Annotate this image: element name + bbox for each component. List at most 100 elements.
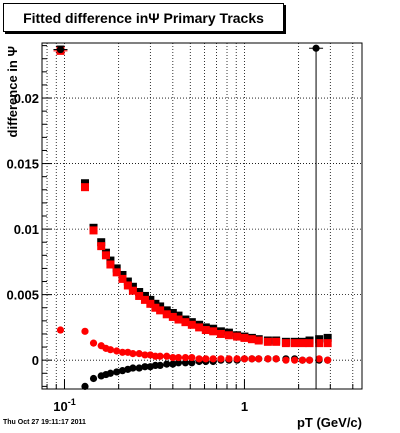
data-point-circle (135, 364, 143, 372)
x-tick-label: 10-1 (53, 397, 75, 414)
data-point-square (254, 336, 263, 345)
data-point-circle (209, 355, 217, 363)
data-point-circle (255, 355, 263, 363)
title-box: Fitted difference inΨ Primary Tracks (3, 3, 284, 32)
data-point-circle (305, 356, 314, 364)
grid-lines (42, 43, 362, 389)
data-point-circle (106, 369, 115, 377)
data-point-square (195, 323, 204, 332)
data-point-square (146, 299, 155, 308)
datestamp: Thu Oct 27 19:11:17 2011 (3, 419, 86, 426)
data-point-circle (56, 326, 65, 334)
data-point-circle (135, 350, 143, 358)
data-point-circle (113, 368, 121, 376)
data-point-circle (188, 359, 196, 367)
data-point-circle (56, 45, 65, 54)
data-point-circle (163, 360, 171, 368)
data-point-circle (264, 355, 272, 363)
data-point-circle (324, 356, 332, 364)
data-point-circle (141, 351, 149, 359)
data-point-circle (106, 346, 115, 354)
data-marks (53, 44, 332, 390)
data-point-circle (315, 355, 323, 363)
data-point-square (290, 339, 299, 348)
data-point-square (240, 333, 249, 342)
data-point-circle (118, 367, 127, 375)
y-tick-label: 0.02 (14, 91, 39, 106)
data-point-circle (225, 355, 233, 363)
data-point-circle (89, 339, 98, 347)
data-point-circle (81, 382, 89, 390)
data-point-square (233, 332, 242, 341)
data-point-circle (118, 348, 127, 356)
data-point-circle (181, 359, 190, 367)
data-point-square (106, 260, 115, 269)
data-point-square (272, 337, 281, 346)
data-point-circle (89, 374, 98, 383)
data-point-square (162, 310, 171, 319)
data-point-square (112, 268, 121, 277)
x-axis-label: pT (GeV/c) (297, 415, 362, 430)
data-point-square (323, 339, 332, 348)
data-point-circle (217, 355, 225, 363)
data-point-square (201, 326, 210, 335)
data-point-circle (195, 355, 203, 363)
data-point-square (209, 327, 218, 336)
data-point-circle (181, 353, 190, 362)
plot-frame (41, 42, 363, 390)
data-point-square (323, 333, 332, 342)
data-point-square (97, 242, 106, 251)
data-point-circle (129, 364, 137, 372)
y-tick-label: 0.015 (6, 157, 39, 172)
data-point-square (181, 318, 190, 327)
data-point-circle (174, 353, 183, 362)
y-tick-label: 0 (32, 353, 39, 368)
data-point-square (80, 183, 89, 192)
data-point-circle (156, 352, 164, 360)
data-point-square (174, 315, 183, 324)
data-point-square (118, 274, 127, 283)
plot-title: Fitted difference inΨ Primary Tracks (23, 10, 264, 26)
data-point-circle (282, 356, 290, 364)
data-point-circle (248, 355, 256, 363)
data-point-square (281, 339, 290, 348)
data-point-circle (174, 359, 183, 367)
axis-ticks (42, 45, 354, 389)
data-point-square (128, 286, 137, 295)
data-point-square (156, 306, 165, 315)
data-point-circle (240, 355, 249, 363)
data-point-circle (291, 356, 299, 364)
data-point-circle (169, 360, 177, 368)
data-point-circle (202, 355, 210, 363)
data-point-square (187, 320, 196, 329)
data-point-circle (188, 353, 196, 362)
x-tick-label: 1 (241, 399, 248, 414)
data-point-square (135, 291, 144, 300)
data-point-square (101, 251, 110, 260)
data-point-circle (233, 355, 241, 363)
data-point-circle (163, 352, 171, 360)
data-point-circle (169, 353, 177, 362)
y-tick-label: 0.005 (6, 288, 39, 303)
data-point-square (263, 337, 272, 346)
data-point-square (89, 226, 98, 235)
data-point-square (140, 295, 149, 304)
data-point-square (298, 339, 307, 348)
data-point-square (216, 329, 225, 338)
data-point-circle (272, 355, 280, 363)
data-point-square (151, 303, 160, 312)
y-axis-label: difference in Ψ (5, 46, 20, 137)
data-point-circle (129, 350, 137, 358)
data-point-circle (113, 347, 121, 355)
data-point-circle (81, 327, 89, 335)
data-point-square (305, 339, 314, 348)
tick-labels: 0 0.005 0.01 0.015 0.02 10-1 1 (6, 91, 248, 414)
data-point-circle (141, 363, 149, 371)
data-point-square (247, 335, 256, 344)
y-tick-label: 0.01 (14, 222, 39, 237)
data-point-circle (298, 356, 307, 364)
data-point-square (123, 281, 132, 290)
data-point-square (224, 331, 233, 340)
data-point-circle (156, 361, 164, 370)
